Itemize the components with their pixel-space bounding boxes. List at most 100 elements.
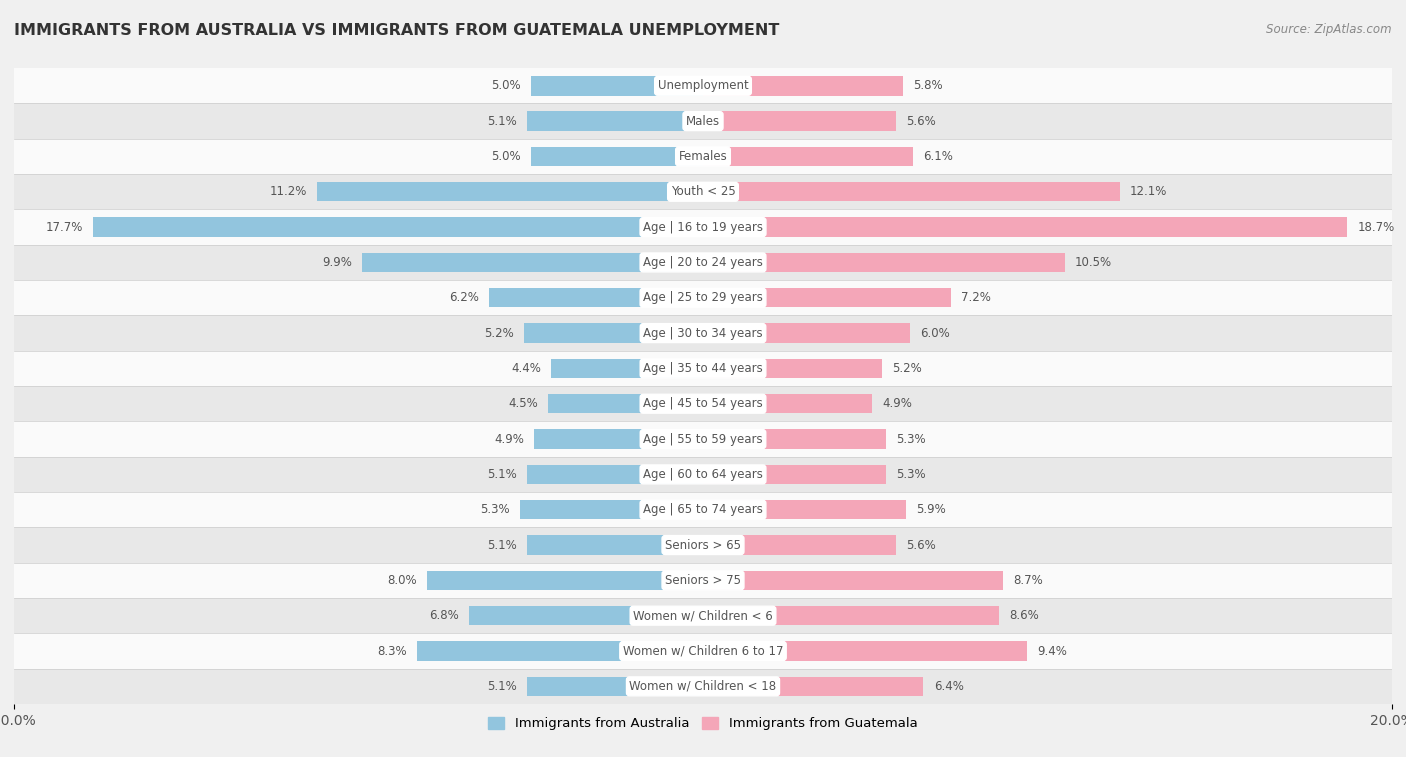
Text: Age | 35 to 44 years: Age | 35 to 44 years (643, 362, 763, 375)
Bar (527, 465, 703, 484)
Text: 8.7%: 8.7% (1012, 574, 1043, 587)
Bar (534, 429, 703, 449)
Bar (468, 606, 703, 625)
Bar (703, 606, 1000, 625)
Text: Women w/ Children < 18: Women w/ Children < 18 (630, 680, 776, 693)
Text: 5.1%: 5.1% (488, 468, 517, 481)
Text: 12.1%: 12.1% (1130, 185, 1167, 198)
Bar (551, 359, 703, 378)
Text: Age | 60 to 64 years: Age | 60 to 64 years (643, 468, 763, 481)
Bar (703, 147, 912, 167)
Bar (14, 492, 1392, 528)
Text: Age | 25 to 29 years: Age | 25 to 29 years (643, 291, 763, 304)
Text: 5.3%: 5.3% (481, 503, 510, 516)
Text: Women w/ Children < 6: Women w/ Children < 6 (633, 609, 773, 622)
Text: Women w/ Children 6 to 17: Women w/ Children 6 to 17 (623, 644, 783, 658)
Text: Age | 65 to 74 years: Age | 65 to 74 years (643, 503, 763, 516)
Text: 5.8%: 5.8% (912, 79, 943, 92)
Text: Age | 30 to 34 years: Age | 30 to 34 years (643, 326, 763, 340)
Bar (14, 104, 1392, 139)
Bar (703, 571, 1002, 590)
Bar (703, 500, 907, 519)
Text: 18.7%: 18.7% (1358, 220, 1395, 234)
Bar (703, 394, 872, 413)
Legend: Immigrants from Australia, Immigrants from Guatemala: Immigrants from Australia, Immigrants fr… (484, 712, 922, 736)
Text: 6.0%: 6.0% (920, 326, 950, 340)
Text: 5.0%: 5.0% (491, 150, 520, 163)
Bar (14, 210, 1392, 245)
Text: 8.0%: 8.0% (388, 574, 418, 587)
Text: 11.2%: 11.2% (270, 185, 307, 198)
Bar (703, 323, 910, 343)
Text: 9.4%: 9.4% (1038, 644, 1067, 658)
Text: Age | 16 to 19 years: Age | 16 to 19 years (643, 220, 763, 234)
Text: 8.3%: 8.3% (377, 644, 406, 658)
Text: 6.2%: 6.2% (450, 291, 479, 304)
Bar (361, 253, 703, 273)
Text: 7.2%: 7.2% (962, 291, 991, 304)
Bar (418, 641, 703, 661)
Bar (14, 386, 1392, 422)
Bar (548, 394, 703, 413)
Bar (14, 528, 1392, 562)
Text: 6.4%: 6.4% (934, 680, 963, 693)
Bar (14, 139, 1392, 174)
Text: 17.7%: 17.7% (45, 220, 83, 234)
Text: Unemployment: Unemployment (658, 79, 748, 92)
Bar (703, 111, 896, 131)
Bar (14, 174, 1392, 210)
Bar (531, 147, 703, 167)
Bar (524, 323, 703, 343)
Bar (14, 634, 1392, 668)
Text: 4.9%: 4.9% (494, 432, 524, 446)
Text: Source: ZipAtlas.com: Source: ZipAtlas.com (1267, 23, 1392, 36)
Text: 6.1%: 6.1% (924, 150, 953, 163)
Text: Seniors > 75: Seniors > 75 (665, 574, 741, 587)
Bar (703, 429, 886, 449)
Text: 5.1%: 5.1% (488, 680, 517, 693)
Bar (93, 217, 703, 237)
Bar (318, 182, 703, 201)
Text: 5.6%: 5.6% (907, 538, 936, 552)
Text: Males: Males (686, 114, 720, 128)
Bar (14, 598, 1392, 634)
Bar (703, 641, 1026, 661)
Text: Age | 20 to 24 years: Age | 20 to 24 years (643, 256, 763, 269)
Bar (527, 111, 703, 131)
Bar (520, 500, 703, 519)
Text: 5.1%: 5.1% (488, 538, 517, 552)
Text: 4.5%: 4.5% (508, 397, 537, 410)
Text: 5.9%: 5.9% (917, 503, 946, 516)
Text: Youth < 25: Youth < 25 (671, 185, 735, 198)
Text: 5.3%: 5.3% (896, 468, 925, 481)
Text: Seniors > 65: Seniors > 65 (665, 538, 741, 552)
Bar (14, 68, 1392, 104)
Bar (14, 245, 1392, 280)
Bar (703, 359, 882, 378)
Text: Age | 45 to 54 years: Age | 45 to 54 years (643, 397, 763, 410)
Bar (703, 677, 924, 696)
Bar (14, 422, 1392, 456)
Bar (703, 182, 1119, 201)
Bar (703, 253, 1064, 273)
Bar (703, 288, 950, 307)
Bar (703, 465, 886, 484)
Text: 5.6%: 5.6% (907, 114, 936, 128)
Text: 5.2%: 5.2% (484, 326, 513, 340)
Bar (14, 668, 1392, 704)
Bar (703, 217, 1347, 237)
Text: 10.5%: 10.5% (1076, 256, 1112, 269)
Bar (527, 677, 703, 696)
Text: 5.2%: 5.2% (893, 362, 922, 375)
Bar (14, 456, 1392, 492)
Text: 5.3%: 5.3% (896, 432, 925, 446)
Bar (14, 350, 1392, 386)
Text: 4.9%: 4.9% (882, 397, 912, 410)
Text: IMMIGRANTS FROM AUSTRALIA VS IMMIGRANTS FROM GUATEMALA UNEMPLOYMENT: IMMIGRANTS FROM AUSTRALIA VS IMMIGRANTS … (14, 23, 779, 38)
Text: 6.8%: 6.8% (429, 609, 458, 622)
Bar (427, 571, 703, 590)
Text: 5.0%: 5.0% (491, 79, 520, 92)
Bar (703, 76, 903, 95)
Bar (703, 535, 896, 555)
Bar (14, 280, 1392, 316)
